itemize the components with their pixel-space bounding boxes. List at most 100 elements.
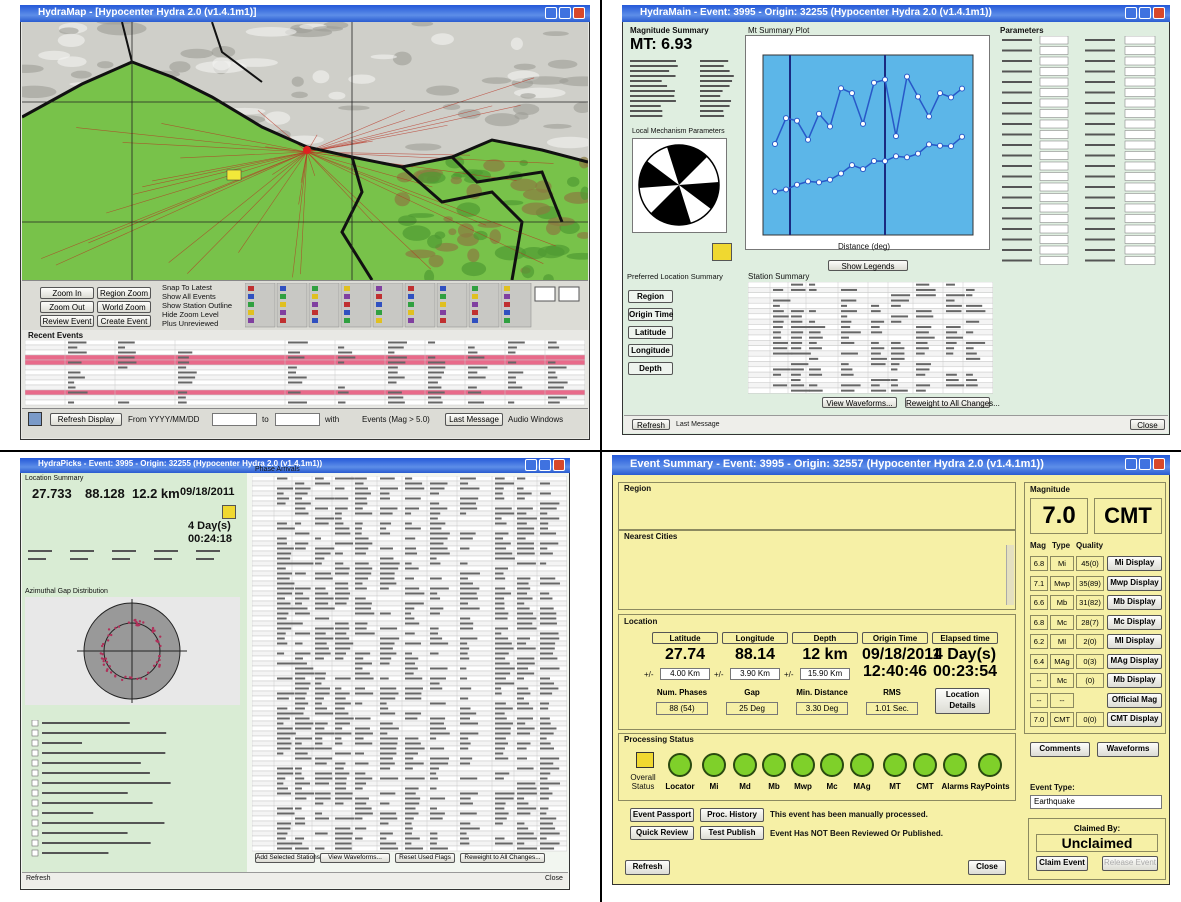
dot	[959, 133, 965, 140]
shape	[295, 607, 308, 610]
shape	[773, 336, 782, 339]
window-control[interactable]	[559, 7, 571, 19]
button[interactable]: Region	[628, 290, 673, 303]
button[interactable]: Depth	[792, 632, 858, 644]
button[interactable]: Official Mag	[1107, 692, 1162, 708]
shape	[306, 151, 487, 226]
button[interactable]: Mc Display	[1107, 614, 1162, 630]
button[interactable]: Create Event	[97, 315, 151, 327]
shape	[315, 592, 329, 595]
button[interactable]: Longitude	[722, 632, 788, 644]
scrollbar[interactable]	[1006, 545, 1014, 605]
shape	[335, 592, 351, 595]
window-control[interactable]	[545, 7, 557, 19]
button[interactable]: Latitude	[628, 326, 673, 339]
shape	[495, 692, 502, 695]
button[interactable]: CMT Display	[1107, 712, 1162, 727]
button[interactable]: Mb Display	[1107, 673, 1162, 688]
dot	[159, 644, 162, 648]
window-control[interactable]	[1153, 458, 1165, 470]
shape	[277, 487, 294, 490]
shape	[430, 532, 450, 535]
shape	[430, 717, 446, 720]
shape	[748, 287, 993, 293]
window-control[interactable]	[553, 459, 565, 471]
shape	[430, 612, 440, 615]
button[interactable]: Zoom In	[40, 287, 94, 299]
button[interactable]: Show Legends	[828, 260, 908, 271]
shape	[1124, 182, 1156, 192]
button[interactable]: Add Selected Stations	[255, 853, 320, 863]
label: Preferred Location Summary	[627, 272, 723, 281]
button[interactable]: Refresh	[632, 419, 670, 430]
shape	[430, 652, 439, 655]
shape	[42, 802, 153, 804]
dot	[102, 657, 105, 661]
button[interactable]: Close	[968, 860, 1006, 875]
shape	[460, 507, 478, 510]
window-control[interactable]	[539, 459, 551, 471]
window-control[interactable]	[1125, 7, 1137, 19]
button[interactable]: World Zoom	[97, 301, 151, 313]
button[interactable]: View Waveforms...	[320, 853, 390, 863]
shape	[355, 572, 372, 575]
button[interactable]: Reset Used Flags	[395, 853, 455, 863]
button[interactable]: Zoom Out	[40, 301, 94, 313]
shape	[118, 361, 137, 364]
shape	[355, 782, 367, 785]
button[interactable]: Waveforms	[1097, 742, 1159, 757]
shape	[380, 657, 392, 660]
button[interactable]: Quick Review	[630, 826, 694, 840]
button[interactable]: View Waveforms...	[822, 397, 897, 408]
window-control[interactable]	[1139, 7, 1151, 19]
button[interactable]: Event Passport	[630, 808, 694, 822]
button[interactable]: Review Event	[40, 315, 94, 327]
button[interactable]: Mb Display	[1107, 595, 1162, 610]
button[interactable]: Close	[1130, 419, 1165, 430]
shape	[495, 802, 506, 805]
shape	[791, 336, 802, 339]
window-control[interactable]	[1139, 458, 1151, 470]
shape	[1039, 172, 1069, 181]
shape	[809, 373, 823, 376]
button[interactable]: Last Message	[445, 413, 503, 426]
shape	[428, 361, 446, 364]
button[interactable]: Location Details	[935, 688, 990, 714]
button[interactable]: Refresh Display	[50, 413, 122, 426]
button[interactable]: Latitude	[652, 632, 718, 644]
button[interactable]: Release Event	[1102, 856, 1158, 871]
button[interactable]: Claim Event	[1036, 856, 1088, 871]
shape	[152, 151, 308, 182]
event-type-select[interactable]: Earthquake	[1030, 795, 1162, 809]
window-control[interactable]	[1153, 7, 1165, 19]
button[interactable]: Elapsed time	[932, 632, 998, 644]
button[interactable]: Reweight to All Changes...	[460, 853, 545, 863]
button[interactable]: MAg Display	[1107, 653, 1162, 669]
shape	[277, 832, 288, 835]
button[interactable]: Mi Display	[1107, 556, 1162, 571]
shape	[791, 389, 810, 392]
button[interactable]: Reweight to All Changes...	[905, 397, 1000, 408]
shape	[277, 537, 287, 540]
stat: 88 (54)	[656, 702, 708, 715]
button[interactable]: Depth	[628, 362, 673, 375]
window-control[interactable]	[1125, 458, 1137, 470]
shape	[388, 396, 404, 399]
button[interactable]: MI Display	[1107, 634, 1162, 649]
button[interactable]: Proc. History	[700, 808, 764, 822]
button[interactable]: Longitude	[628, 344, 673, 357]
value: 12:40:46	[862, 663, 928, 680]
button[interactable]: Mwp Display	[1107, 575, 1162, 591]
shape	[481, 77, 512, 84]
button[interactable]: Comments	[1030, 742, 1090, 757]
button[interactable]: Origin Time	[628, 308, 674, 321]
button[interactable]: Region Zoom	[97, 287, 151, 299]
shape	[315, 772, 332, 775]
shape	[916, 315, 934, 318]
button[interactable]: Test Publish	[700, 826, 764, 840]
button[interactable]: Refresh	[625, 860, 670, 875]
button[interactable]: Origin Time	[862, 632, 928, 644]
window-control[interactable]	[573, 7, 585, 19]
window-control[interactable]	[525, 459, 537, 471]
shape	[540, 667, 560, 670]
